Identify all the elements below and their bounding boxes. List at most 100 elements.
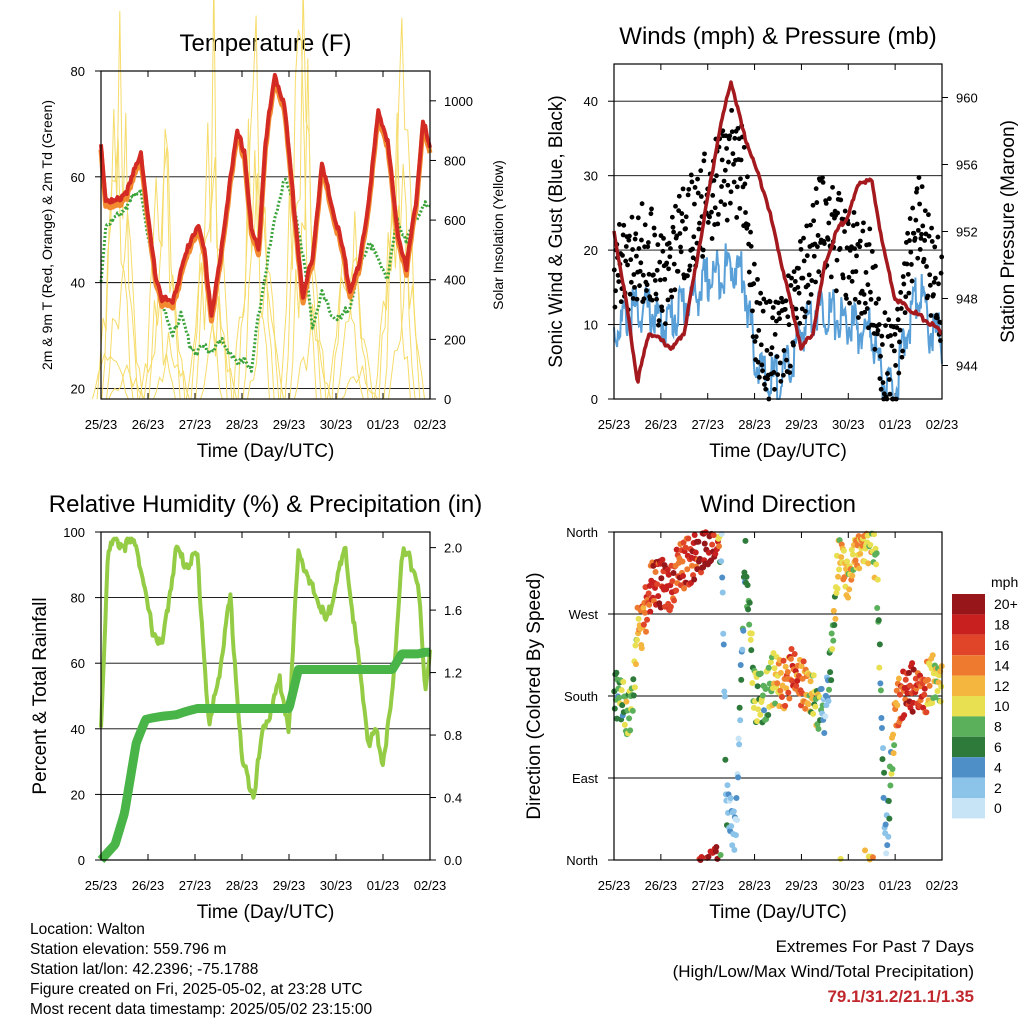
gust-point (752, 339, 758, 344)
direction-point (794, 677, 801, 684)
direction-point (872, 545, 879, 552)
x-tick-label: 01/23 (367, 878, 400, 893)
gust-point (917, 247, 923, 252)
y2-axis-label: Solar Insolation (Yellow) (490, 160, 506, 310)
direction-point (909, 660, 916, 667)
gust-point (927, 282, 933, 288)
gust-point (850, 223, 856, 228)
gust-point (686, 267, 692, 273)
gust-point (772, 331, 778, 337)
direction-point (754, 683, 761, 690)
direction-point (896, 691, 903, 698)
direction-point (802, 705, 809, 712)
y-tick-label: 40 (71, 722, 85, 737)
gust-point (745, 174, 750, 180)
direction-point (886, 815, 893, 822)
x-tick-label: 29/23 (273, 878, 306, 893)
gust-point (915, 227, 921, 233)
gust-point (844, 245, 850, 251)
gust-point (901, 281, 907, 287)
extremes-heading: Extremes For Past 7 Days (775, 937, 974, 956)
direction-point (709, 541, 716, 548)
y2-tick-label: 2.0 (444, 541, 462, 556)
direction-point (885, 833, 892, 840)
direction-point (659, 556, 666, 563)
gust-point (922, 208, 928, 214)
direction-point (786, 695, 793, 702)
direction-point (658, 575, 665, 582)
gust-point (626, 237, 632, 243)
gust-point (659, 308, 665, 313)
gust-point (616, 222, 622, 227)
gust-point (719, 184, 724, 189)
gust-point (869, 249, 875, 254)
gust-point (738, 176, 743, 182)
direction-point (665, 571, 672, 578)
gust-point (734, 215, 740, 220)
direction-point (719, 589, 726, 596)
gust-point (879, 333, 885, 339)
gust-point (886, 377, 892, 382)
gust-point (879, 342, 885, 347)
direction-point (894, 702, 901, 709)
direction-point (828, 630, 835, 637)
direction-point (738, 676, 745, 683)
gust-point (676, 208, 682, 214)
gust-point (756, 328, 762, 333)
gust-point (653, 291, 659, 297)
direction-point (673, 587, 680, 594)
gust-point (731, 161, 736, 167)
gust-point (800, 275, 806, 281)
gust-point (668, 288, 674, 293)
gust-point (721, 178, 727, 184)
extremes-subheading: (High/Low/Max Wind/Total Precipitation) (672, 962, 974, 981)
gust-point (665, 297, 671, 303)
gust-point (623, 258, 629, 264)
gust-point (630, 296, 636, 301)
direction-point (740, 627, 747, 634)
gust-point (815, 233, 821, 238)
gust-point (671, 261, 677, 267)
gust-point (628, 279, 634, 285)
direction-point (632, 642, 639, 649)
legend-swatch (952, 736, 985, 758)
gust-point (724, 146, 729, 151)
gust-point (715, 211, 721, 217)
gust-point (894, 325, 900, 330)
y-axis-label: 2m & 9m T (Red, Orange) & 2m Td (Green) (39, 100, 55, 370)
gust-point (816, 269, 822, 275)
gust-point (932, 244, 938, 250)
direction-point (744, 582, 751, 589)
dewpoint-series (99, 177, 431, 373)
direction-point (905, 669, 912, 676)
x-tick-label: 02/23 (414, 878, 447, 893)
direction-point (670, 569, 677, 576)
direction-point (805, 701, 812, 708)
gust-point (774, 354, 780, 360)
gust-point (701, 158, 707, 164)
direction-point (671, 597, 678, 604)
gust-point (919, 184, 925, 190)
direction-point (762, 685, 769, 692)
y-tick-label: 40 (71, 276, 85, 291)
direction-point (887, 782, 894, 789)
gust-point (765, 376, 770, 382)
gust-point (725, 182, 731, 188)
gust-point (621, 222, 627, 228)
gust-point (700, 253, 706, 259)
gust-point (919, 231, 924, 237)
gust-point (758, 290, 764, 296)
direction-point (846, 586, 853, 593)
y2-tick-label: 1.6 (444, 603, 462, 618)
y-tick-label: 80 (71, 64, 85, 79)
direction-point (837, 855, 844, 862)
gust-point (770, 305, 776, 310)
direction-point (698, 854, 705, 861)
y2-tick-label: 960 (956, 91, 978, 106)
solar-series (331, 256, 369, 400)
direction-point (618, 687, 625, 694)
gust-point (751, 281, 757, 287)
gust-point (755, 276, 760, 282)
gust-point (877, 376, 883, 381)
gust-point (866, 325, 871, 331)
